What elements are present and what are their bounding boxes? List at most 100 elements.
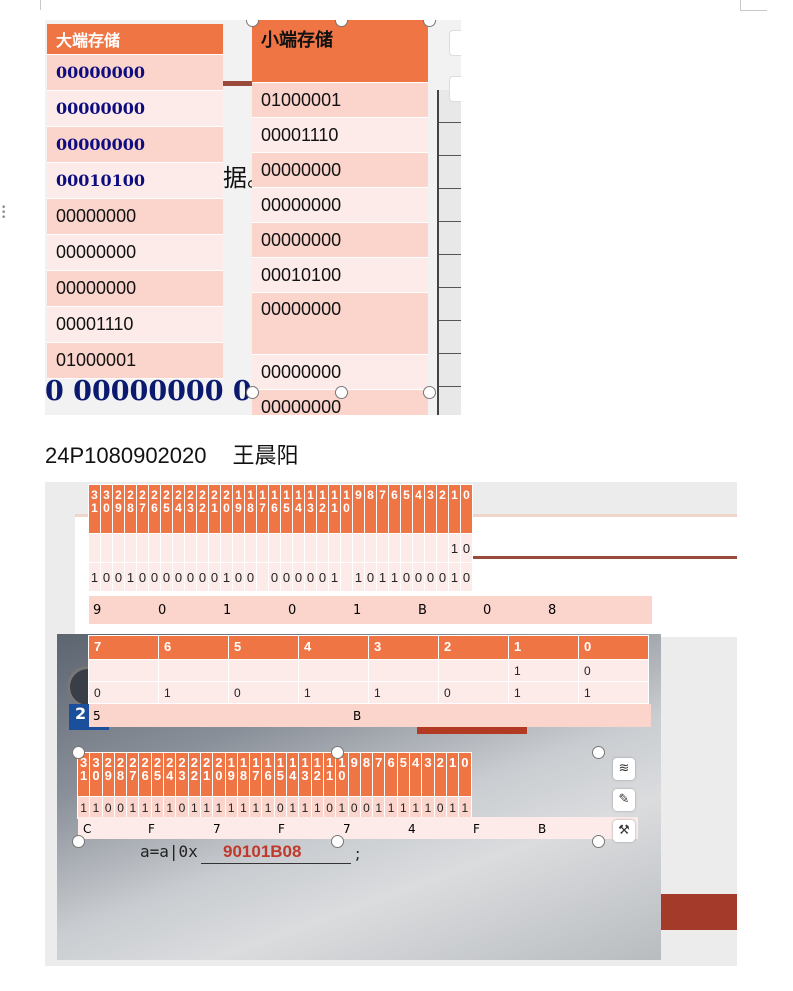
result-bit: 0: [273, 796, 288, 819]
formula-answer: 90101B08: [223, 842, 302, 861]
resize-handle[interactable]: [592, 835, 605, 848]
bit-index-header: 5: [396, 752, 411, 797]
mask-bit: [400, 533, 413, 563]
bit-index-header: 7: [372, 752, 386, 797]
layout-options-icon[interactable]: ≋: [613, 758, 635, 780]
resize-handle[interactable]: [423, 386, 436, 399]
result-bit: 0: [112, 562, 125, 592]
result-bit: 1: [396, 796, 411, 819]
result-bit: 1: [368, 681, 439, 704]
bit-index-header: 5: [228, 635, 299, 660]
resize-handle[interactable]: [592, 746, 605, 759]
resize-handle[interactable]: [72, 746, 85, 759]
mask-bit: 0: [460, 533, 473, 563]
result-bit: 0: [100, 562, 113, 592]
drag-handle-icon[interactable]: • • •: [1, 203, 7, 223]
result-bit: 1: [76, 796, 91, 819]
mask-bit: [438, 659, 509, 682]
answer-underline: [201, 863, 351, 864]
hex-digit: 7: [343, 822, 351, 836]
format-icon[interactable]: [449, 76, 461, 102]
bit-index-header: 6: [384, 752, 398, 797]
hex-digit: 0: [288, 603, 297, 618]
formula-suffix: ;: [355, 844, 361, 863]
result-bit: 0: [359, 796, 374, 819]
big-endian-byte: 01000001: [47, 342, 223, 379]
result-bit: 1: [236, 796, 251, 819]
result-bit: 0: [184, 562, 197, 592]
big-endian-header: 大端存储: [47, 24, 223, 55]
result-bit: 1: [508, 681, 579, 704]
result-bit: 1: [124, 562, 137, 592]
format-painter-icon[interactable]: ✎: [613, 789, 635, 811]
mask-bit: [112, 533, 125, 563]
result-bit: 0: [268, 562, 281, 592]
result-bit: 0: [136, 562, 149, 592]
big-endian-byte: 00000000: [47, 234, 223, 271]
big-endian-byte: 00001110: [47, 306, 223, 343]
result-bit: 1: [328, 562, 341, 592]
hex-digit: 1: [353, 603, 362, 618]
little-endian-byte: 00000000: [252, 187, 428, 223]
hex-digit: 9: [93, 603, 102, 618]
resize-handle[interactable]: [331, 835, 344, 848]
result-bit: 1: [448, 562, 461, 592]
result-bit: 1: [150, 796, 165, 819]
mask-bit: [268, 533, 281, 563]
result-bit: 0: [460, 562, 473, 592]
mask-bit: [298, 659, 369, 682]
mask-bit: [158, 659, 229, 682]
mask-bit: [292, 533, 305, 563]
mask-bit: [316, 533, 329, 563]
endian-screenshot[interactable]: 据。 0 00000000 00010100 area 大端存储 0000000…: [45, 20, 461, 415]
result-bit: [340, 562, 353, 592]
result-bit: 1: [388, 562, 401, 592]
layout-options-icon[interactable]: [449, 30, 461, 56]
mask-bit: [424, 533, 437, 563]
resize-handle[interactable]: [72, 835, 85, 848]
mask-bit: [388, 533, 401, 563]
mask-bit: [340, 533, 353, 563]
bit-index-header: 2: [436, 484, 449, 534]
result-bit: 1: [376, 562, 389, 592]
big-endian-byte: 00000000: [47, 198, 223, 235]
result-bit: 0: [175, 796, 189, 819]
mask-bit: [88, 659, 159, 682]
result-bit: 0: [316, 562, 329, 592]
resize-handle[interactable]: [335, 386, 348, 399]
little-endian-byte: 00000000: [252, 389, 428, 415]
background-table: [437, 90, 461, 415]
result-bit: 0: [433, 796, 447, 819]
result-bit: 0: [304, 562, 317, 592]
result-bit: 1: [298, 796, 312, 819]
hex-digit: 0: [483, 603, 492, 618]
formula-text: a=a|0x: [140, 842, 198, 861]
result-bit: 1: [352, 562, 365, 592]
resize-handle[interactable]: [246, 386, 259, 399]
resize-handle[interactable]: [331, 746, 344, 759]
hex-digit: B: [418, 603, 427, 618]
result-bit: 0: [412, 562, 425, 592]
little-endian-table[interactable]: 小端存储 01000001 00001110 00000000 00000000…: [252, 20, 428, 415]
result-bit: 0: [208, 562, 221, 592]
student-name: 王晨阳: [232, 443, 299, 468]
table-tools-icon[interactable]: ⚒: [613, 820, 635, 842]
hex-digit: F: [278, 822, 285, 836]
